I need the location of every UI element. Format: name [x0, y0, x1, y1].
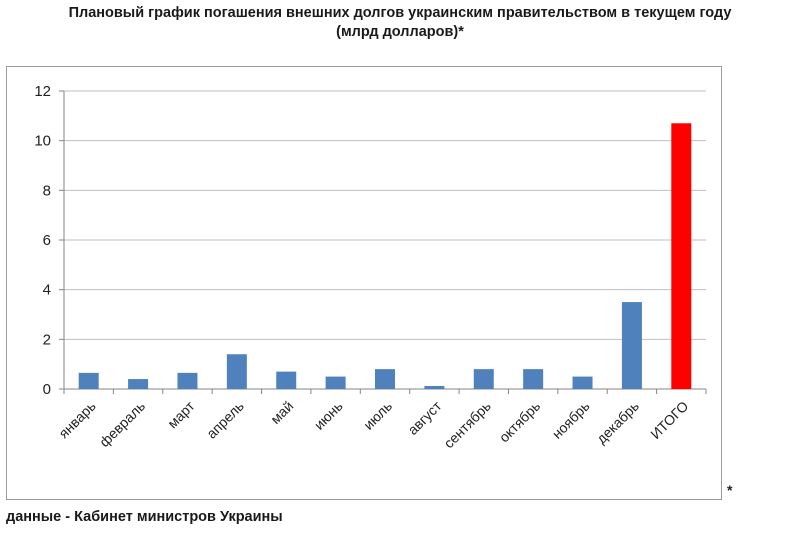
x-tick-label: март [164, 397, 198, 431]
x-tick-label: ИТОГО [647, 398, 691, 442]
y-tick-label: 10 [34, 133, 51, 150]
x-tick-label: май [267, 398, 296, 427]
y-tick-label: 4 [43, 282, 51, 299]
chart-title-line-2: (млрд долларов)* [336, 24, 464, 40]
bar [621, 302, 642, 389]
y-tick-label: 8 [43, 182, 51, 199]
x-tick-label: февраль [96, 398, 148, 450]
x-tick-label: апрель [203, 398, 247, 442]
y-tick-label: 2 [43, 331, 51, 348]
x-tick-label: январь [55, 398, 98, 441]
bar [375, 369, 395, 389]
chart-title-line-1: Плановый график погашения внешних долгов… [68, 5, 732, 21]
bar [473, 369, 494, 389]
x-tick-label: октябрь [496, 398, 543, 445]
x-tick-label: сентябрь [440, 398, 493, 451]
footnote-mark: * [727, 482, 733, 498]
y-tick-label: 6 [43, 232, 51, 249]
chart-title: Плановый график погашения внешних долгов… [0, 4, 800, 42]
bar [325, 376, 346, 389]
x-tick-label: ноябрь [549, 398, 593, 442]
x-tick-label: август [404, 397, 444, 437]
source-note: данные - Кабинет министров Украины [6, 509, 283, 525]
bar [226, 354, 247, 389]
y-tick-label: 12 [34, 83, 51, 100]
x-tick-label: июль [360, 398, 395, 433]
bar [424, 386, 445, 389]
bar [523, 369, 544, 389]
bar [572, 376, 593, 389]
x-tick-label: июнь [311, 398, 346, 433]
y-tick-label: 0 [43, 381, 51, 398]
bar [177, 372, 198, 389]
x-tick-label: декабрь [593, 398, 642, 447]
bar [78, 372, 99, 389]
bar [671, 123, 692, 390]
chart-frame [6, 66, 722, 500]
bar [128, 379, 149, 389]
bar [276, 371, 297, 389]
